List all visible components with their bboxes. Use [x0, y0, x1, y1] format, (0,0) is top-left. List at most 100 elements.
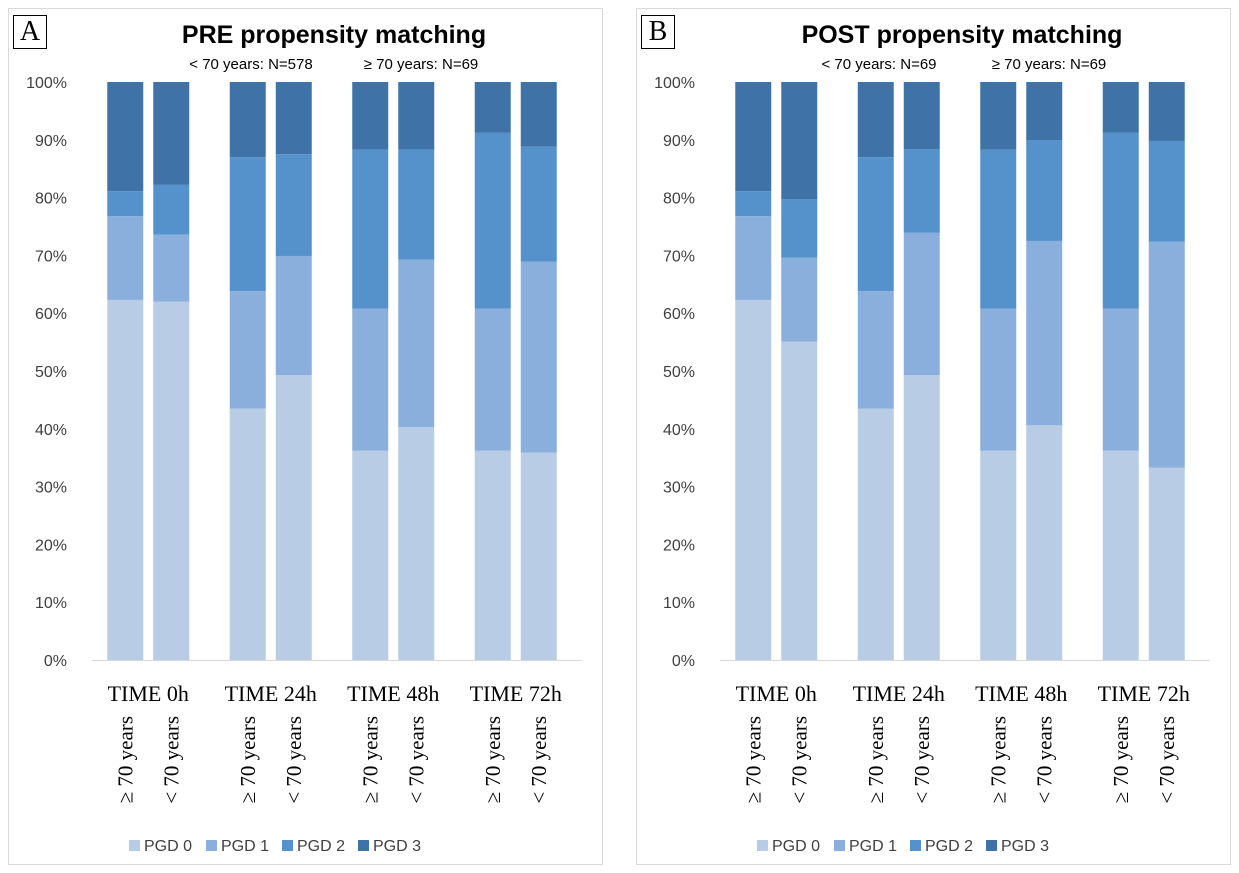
- bar-segment-pgd-1: [857, 291, 894, 409]
- time-group-label: TIME 24h: [853, 681, 945, 706]
- y-tick-label: 0%: [44, 653, 67, 670]
- legend-swatch: [834, 840, 845, 851]
- bar-segment-pgd-0: [781, 341, 818, 660]
- y-tick-label: 10%: [35, 595, 67, 612]
- time-group-label: TIME 72h: [470, 681, 562, 706]
- bar-segment-pgd-1: [153, 234, 190, 302]
- bar-segment-pgd-2: [153, 184, 190, 235]
- bar-category-label: < 70 years: [282, 716, 306, 804]
- y-tick-label: 50%: [663, 364, 695, 381]
- subtitle-over70: ≥ 70 years: N=69: [992, 56, 1107, 73]
- legend-swatch: [282, 840, 293, 851]
- y-tick-label: 20%: [35, 537, 67, 554]
- bar-segment-pgd-2: [352, 149, 389, 309]
- y-tick-label: 80%: [35, 191, 67, 208]
- time-group-label: TIME 0h: [736, 681, 817, 706]
- bar-segment-pgd-3: [398, 82, 435, 150]
- y-tick-label: 70%: [35, 248, 67, 265]
- subtitle-under70: < 70 years: N=578: [189, 56, 312, 73]
- bar-category-label: ≥ 70 years: [358, 716, 382, 803]
- y-tick-label: 90%: [35, 133, 67, 150]
- y-tick-label: 90%: [663, 133, 695, 150]
- bar-category-label: < 70 years: [1032, 716, 1056, 804]
- bar-category-label: ≥ 70 years: [864, 716, 888, 803]
- bar-segment-pgd-3: [857, 82, 894, 158]
- bar-segment-pgd-0: [398, 427, 435, 660]
- y-tick-label: 0%: [672, 653, 695, 670]
- bar-category-label: < 70 years: [527, 716, 551, 804]
- y-tick-label: 80%: [663, 191, 695, 208]
- chart-panel-a: A PRE propensity matching < 70 years: N=5…: [8, 8, 603, 865]
- legend-swatch: [757, 840, 768, 851]
- bar-segment-pgd-3: [107, 82, 144, 192]
- bar-segment-pgd-2: [857, 157, 894, 292]
- panel-letter: B: [641, 15, 675, 49]
- legend-label: PGD 3: [1001, 838, 1049, 855]
- bar-segment-pgd-0: [229, 408, 266, 660]
- bar-segment-pgd-3: [903, 82, 940, 150]
- bar-category-label: < 70 years: [404, 716, 428, 804]
- bar-segment-pgd-1: [980, 308, 1017, 451]
- bar-segment-pgd-0: [153, 301, 190, 660]
- legend-label: PGD 0: [772, 838, 820, 855]
- legend-swatch: [910, 840, 921, 851]
- bar-segment-pgd-0: [107, 299, 144, 660]
- time-group-label: TIME 48h: [347, 681, 439, 706]
- bar-segment-pgd-1: [1026, 240, 1063, 426]
- bar-segment-pgd-3: [1026, 82, 1063, 141]
- time-group-label: TIME 48h: [975, 681, 1067, 706]
- stacked-bar-chart-b: POST propensity matching < 70 years: N=69…: [654, 21, 1210, 855]
- bar-segment-pgd-3: [1102, 82, 1139, 133]
- y-tick-label: 70%: [663, 248, 695, 265]
- y-tick-label: 60%: [663, 306, 695, 323]
- legend-label: PGD 2: [297, 838, 345, 855]
- bar-segment-pgd-1: [474, 308, 511, 451]
- bar-segment-pgd-3: [229, 82, 266, 158]
- y-tick-label: 30%: [663, 480, 695, 497]
- subtitle-under70: < 70 years: N=69: [821, 56, 936, 73]
- bar-segment-pgd-1: [735, 216, 772, 300]
- legend-label: PGD 1: [849, 838, 897, 855]
- bar-category-label: ≥ 70 years: [236, 716, 260, 803]
- legend-label: PGD 3: [373, 838, 421, 855]
- bar-segment-pgd-0: [857, 408, 894, 660]
- bar-segment-pgd-1: [398, 259, 435, 428]
- bar-segment-pgd-0: [980, 450, 1017, 660]
- legend-swatch: [129, 840, 140, 851]
- y-tick-label: 60%: [35, 306, 67, 323]
- bar-category-label: < 70 years: [159, 716, 183, 804]
- bar-segment-pgd-1: [903, 232, 940, 376]
- bar-category-label: ≥ 70 years: [481, 716, 505, 803]
- legend-label: PGD 0: [144, 838, 192, 855]
- bar-category-label: ≥ 70 years: [113, 716, 137, 803]
- stacked-bar-chart-a: PRE propensity matching < 70 years: N=578…: [26, 21, 582, 855]
- chart-panel-b: B POST propensity matching < 70 years: N=…: [636, 8, 1231, 865]
- bar-segment-pgd-1: [107, 216, 144, 300]
- bar-segment-pgd-1: [229, 291, 266, 409]
- y-tick-label: 40%: [663, 422, 695, 439]
- legend-swatch: [986, 840, 997, 851]
- legend-label: PGD 2: [925, 838, 973, 855]
- bar-segment-pgd-1: [520, 261, 557, 453]
- bar-segment-pgd-2: [781, 199, 818, 258]
- bar-segment-pgd-2: [474, 132, 511, 309]
- panel-letter: A: [13, 15, 47, 49]
- bar-category-label: ≥ 70 years: [741, 716, 765, 803]
- bar-segment-pgd-0: [903, 375, 940, 660]
- bar-segment-pgd-0: [1148, 467, 1185, 660]
- bar-segment-pgd-2: [1148, 140, 1185, 242]
- bar-segment-pgd-3: [781, 82, 818, 200]
- bar-segment-pgd-3: [153, 82, 190, 185]
- bar-segment-pgd-1: [1102, 308, 1139, 451]
- bar-segment-pgd-0: [1102, 450, 1139, 660]
- y-tick-label: 100%: [654, 75, 695, 92]
- bar-segment-pgd-0: [352, 450, 389, 660]
- bar-segment-pgd-2: [520, 146, 557, 262]
- bar-segment-pgd-1: [781, 257, 818, 342]
- y-tick-label: 20%: [663, 537, 695, 554]
- y-tick-label: 40%: [35, 422, 67, 439]
- y-tick-label: 30%: [35, 480, 67, 497]
- bar-segment-pgd-0: [1026, 425, 1063, 660]
- bar-category-label: < 70 years: [910, 716, 934, 804]
- bar-segment-pgd-1: [275, 255, 312, 376]
